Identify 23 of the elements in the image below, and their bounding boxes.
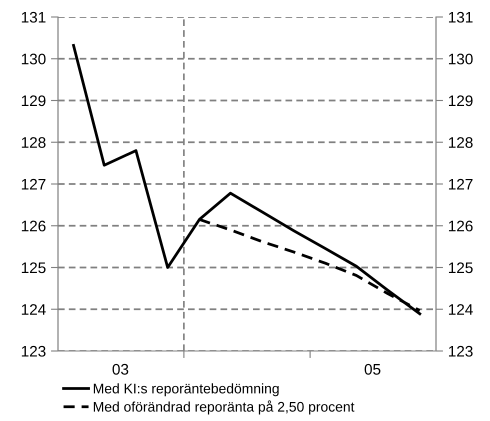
y2-tick-label: 127 — [448, 178, 473, 190]
y2-tick-label: 128 — [448, 137, 473, 148]
y-tick-label: 128 — [22, 137, 46, 148]
y2-tick-label: 124 — [448, 304, 473, 315]
y2-tick-label: 125 — [448, 262, 473, 274]
y-tick-label: 129 — [22, 95, 46, 106]
y2-tick-label: 126 — [448, 220, 473, 232]
y2-tick-label: 130 — [448, 54, 473, 64]
line-series — [72, 44, 422, 316]
x-tick-label: 03 — [112, 364, 128, 375]
y-tick-label: 131 — [22, 12, 46, 23]
x-tick-label: 05 — [364, 364, 380, 375]
y-tick-label: 125 — [22, 262, 46, 274]
y2-tick-label: 131 — [448, 12, 473, 23]
y-tick-label: 124 — [22, 304, 46, 315]
y2-tick-label: 123 — [448, 346, 473, 357]
y-tick-label: 130 — [22, 54, 46, 64]
legend-label: Med oförändrad reporänta på 2,50 procent — [94, 400, 354, 414]
y-tick-label: 123 — [22, 346, 46, 357]
legend-label: Med KI:s reporäntebedömning — [94, 383, 279, 396]
y-tick-label: 127 — [22, 178, 46, 190]
y2-tick-label: 129 — [448, 95, 473, 106]
y-tick-label: 126 — [22, 220, 46, 232]
